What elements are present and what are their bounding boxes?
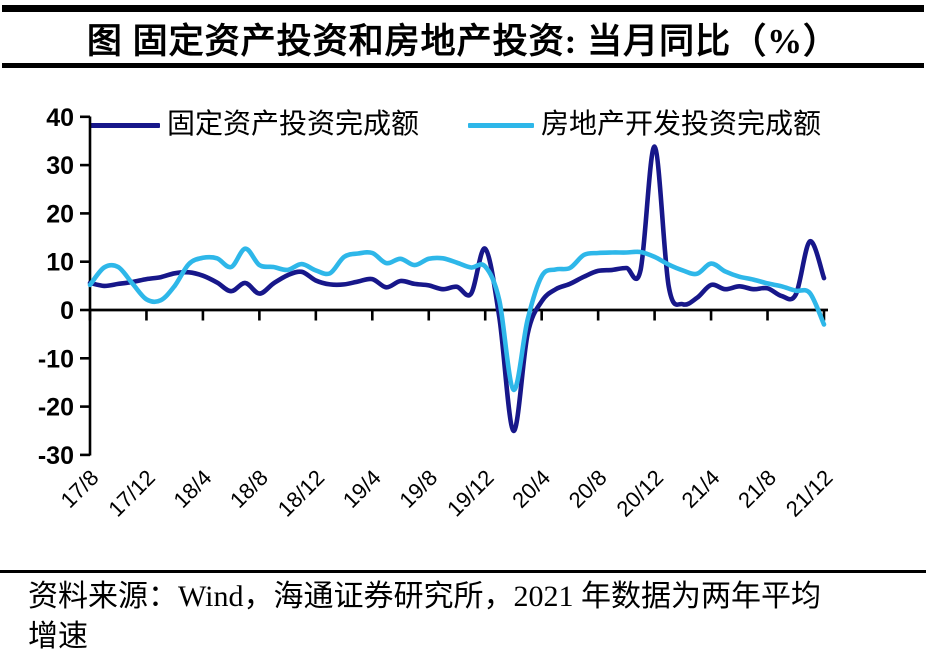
top-border-rule [2,5,924,12]
x-axis-tick-label: 18/8 [225,465,273,513]
y-axis-tick-label: 10 [46,249,74,277]
fai-series-line [87,144,827,434]
source-note: 资料来源：Wind，海通证券研究所，2021 年数据为两年平均 增速 [28,577,910,657]
x-axis-tick-label: 17/12 [103,465,160,522]
title-divider-rule [2,63,924,68]
x-axis-tick-label: 20/12 [612,465,669,522]
chart-title: 图 固定资产投资和房地产投资: 当月同比（%） [86,22,840,61]
y-axis-tick-label: 40 [46,104,74,132]
fai-legend-line-swatch [90,122,160,128]
x-axis-tick-label: 20/4 [507,465,555,513]
x-axis-tick-label: 17/8 [56,465,104,513]
re-series-line [87,246,827,393]
re-legend-line-swatch [468,122,534,128]
source-note-line1: 资料来源：Wind，海通证券研究所，2021 年数据为两年平均 [28,580,821,613]
re-legend-label: 房地产开发投资完成额 [541,109,822,140]
x-axis-tick-label: 18/12 [273,465,330,522]
footer-divider-rule [0,570,926,573]
x-axis-tick-label: 19/8 [394,465,442,513]
x-axis-tick-label: 21/4 [677,465,725,513]
y-axis-tick-label: 30 [46,152,74,180]
y-axis-tick-label: -20 [38,394,74,422]
x-axis-tick-label: 19/12 [442,465,499,522]
source-note-line2: 增速 [28,620,88,653]
y-axis-tick-label: 20 [46,200,74,228]
legend-item-fixed-asset-investment: 固定资产投资完成额 [90,110,419,140]
y-axis-tick-label: -10 [38,345,74,373]
x-axis-tick-label: 21/12 [781,465,838,522]
fai-legend-label: 固定资产投资完成额 [167,109,420,140]
y-axis-tick-label: -30 [38,442,74,470]
y-axis-tick-label: 0 [60,297,74,325]
x-axis-tick-label: 19/4 [338,465,386,513]
x-axis-tick-label: 21/8 [733,465,781,513]
x-axis-tick-label: 18/4 [168,465,216,513]
x-axis-tick-label: 20/8 [564,465,612,513]
legend-item-real-estate-investment: 房地产开发投资完成额 [468,110,821,140]
